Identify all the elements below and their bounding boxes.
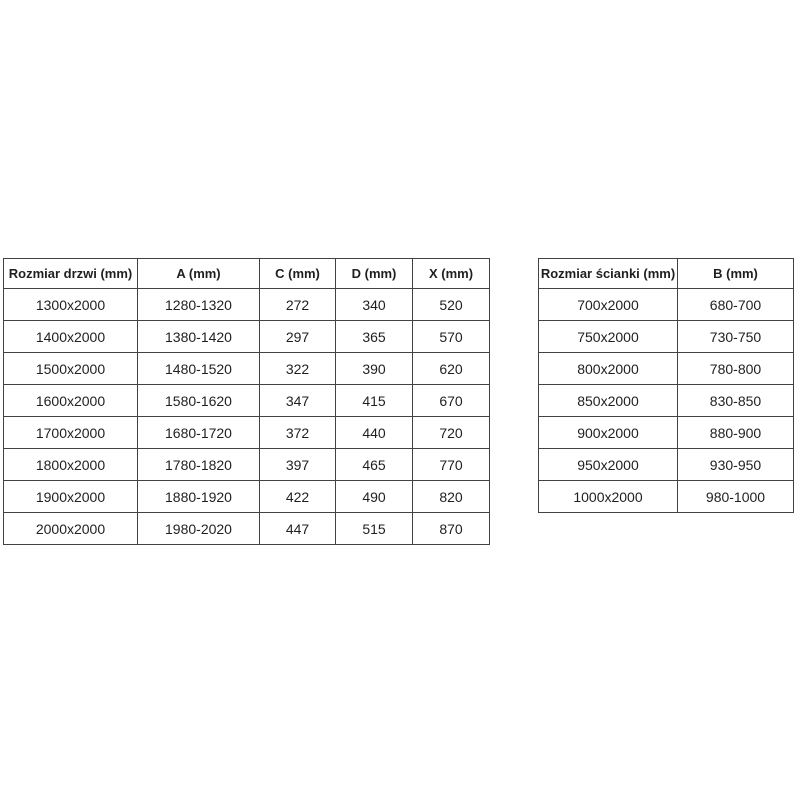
table-row: 1600x2000 1580-1620 347 415 670 (3, 384, 490, 417)
table-cell: 440 (335, 416, 413, 449)
column-header: C (mm) (259, 258, 336, 289)
table-row: 1500x2000 1480-1520 322 390 620 (3, 352, 490, 385)
table-row: 750x2000 730-750 (538, 320, 794, 353)
table-row: 950x2000 930-950 (538, 448, 794, 481)
table-cell: 347 (259, 384, 336, 417)
table-cell: 520 (412, 288, 490, 321)
table-row: 800x2000 780-800 (538, 352, 794, 385)
table-cell: 1900x2000 (3, 480, 138, 513)
table-cell: 415 (335, 384, 413, 417)
table-cell: 670 (412, 384, 490, 417)
table-cell: 1800x2000 (3, 448, 138, 481)
table-cell: 272 (259, 288, 336, 321)
table-cell: 1700x2000 (3, 416, 138, 449)
table-cell: 850x2000 (538, 384, 678, 417)
table-cell: 1680-1720 (137, 416, 260, 449)
table-cell: 570 (412, 320, 490, 353)
table-cell: 1880-1920 (137, 480, 260, 513)
table-cell: 2000x2000 (3, 512, 138, 545)
table-cell: 372 (259, 416, 336, 449)
column-header: Rozmiar ścianki (mm) (538, 258, 678, 289)
table-cell: 800x2000 (538, 352, 678, 385)
table-cell: 880-900 (677, 416, 794, 449)
table-row: 1800x2000 1780-1820 397 465 770 (3, 448, 490, 481)
table-cell: 390 (335, 352, 413, 385)
table-cell: 515 (335, 512, 413, 545)
table-cell: 1500x2000 (3, 352, 138, 385)
table-row: 850x2000 830-850 (538, 384, 794, 417)
table-cell: 700x2000 (538, 288, 678, 321)
table-cell: 830-850 (677, 384, 794, 417)
table-row: 1700x2000 1680-1720 372 440 720 (3, 416, 490, 449)
table-cell: 770 (412, 448, 490, 481)
table-cell: 1400x2000 (3, 320, 138, 353)
table-cell: 340 (335, 288, 413, 321)
table-cell: 1480-1520 (137, 352, 260, 385)
table-cell: 980-1000 (677, 480, 794, 513)
column-header: X (mm) (412, 258, 490, 289)
table-row: 1900x2000 1880-1920 422 490 820 (3, 480, 490, 513)
table-cell: 1980-2020 (137, 512, 260, 545)
table-cell: 297 (259, 320, 336, 353)
table-cell: 930-950 (677, 448, 794, 481)
header-row: Rozmiar drzwi (mm) A (mm) C (mm) D (mm) X (m… (3, 258, 490, 289)
table-cell: 620 (412, 352, 490, 385)
table-cell: 1780-1820 (137, 448, 260, 481)
table-row: 1000x2000 980-1000 (538, 480, 794, 513)
table-row: 1300x2000 1280-1320 272 340 520 (3, 288, 490, 321)
table-cell: 1600x2000 (3, 384, 138, 417)
table-row: 700x2000 680-700 (538, 288, 794, 321)
table-cell: 780-800 (677, 352, 794, 385)
table-row: 2000x2000 1980-2020 447 515 870 (3, 512, 490, 545)
table-cell: 1280-1320 (137, 288, 260, 321)
table-cell: 820 (412, 480, 490, 513)
table-cell: 870 (412, 512, 490, 545)
column-header: B (mm) (677, 258, 794, 289)
table-row: 900x2000 880-900 (538, 416, 794, 449)
table-cell: 322 (259, 352, 336, 385)
table-cell: 1380-1420 (137, 320, 260, 353)
table-cell: 447 (259, 512, 336, 545)
wall-size-table: Rozmiar ścianki (mm) B (mm) 700x2000 680-7… (538, 258, 794, 513)
table-cell: 1000x2000 (538, 480, 678, 513)
table-cell: 1580-1620 (137, 384, 260, 417)
table-cell: 490 (335, 480, 413, 513)
door-size-table: Rozmiar drzwi (mm) A (mm) C (mm) D (mm) X (m… (3, 258, 490, 545)
table-row: 1400x2000 1380-1420 297 365 570 (3, 320, 490, 353)
table-cell: 365 (335, 320, 413, 353)
column-header: Rozmiar drzwi (mm) (3, 258, 138, 289)
column-header: D (mm) (335, 258, 413, 289)
table-cell: 1300x2000 (3, 288, 138, 321)
table-cell: 730-750 (677, 320, 794, 353)
table-cell: 422 (259, 480, 336, 513)
table-cell: 680-700 (677, 288, 794, 321)
table-cell: 397 (259, 448, 336, 481)
table-cell: 465 (335, 448, 413, 481)
table-cell: 750x2000 (538, 320, 678, 353)
table-cell: 900x2000 (538, 416, 678, 449)
table-cell: 720 (412, 416, 490, 449)
table-cell: 950x2000 (538, 448, 678, 481)
header-row: Rozmiar ścianki (mm) B (mm) (538, 258, 794, 289)
column-header: A (mm) (137, 258, 260, 289)
